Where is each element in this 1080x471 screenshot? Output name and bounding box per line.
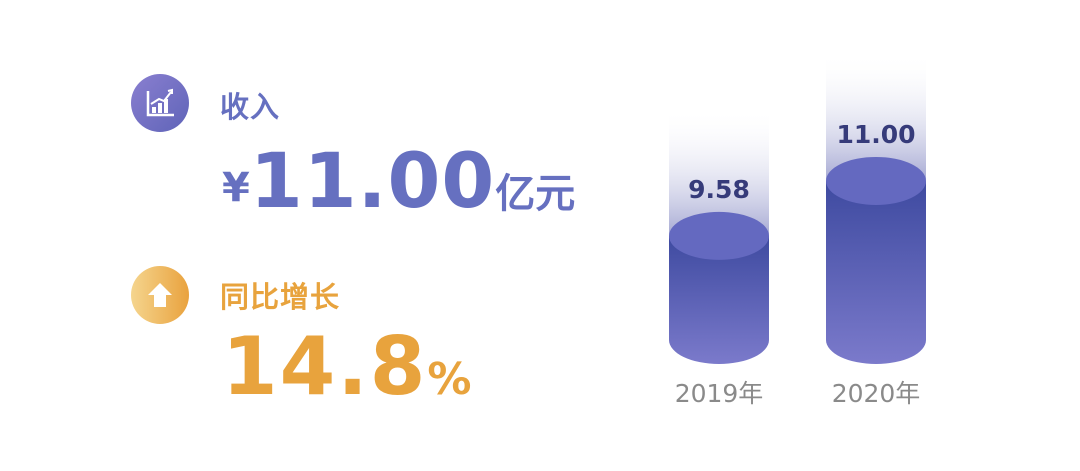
revenue-unit: 亿元 bbox=[495, 171, 576, 217]
bar-2019年 bbox=[669, 235, 769, 364]
revenue-number: 11.00 bbox=[249, 136, 496, 225]
bar-2020年 bbox=[826, 180, 926, 364]
currency-symbol: ¥ bbox=[222, 165, 250, 211]
x-tick-label: 2020年 bbox=[832, 379, 921, 408]
data-label: 11.00 bbox=[836, 120, 915, 149]
growth-number: 14.8 bbox=[222, 320, 428, 413]
revenue-label: 收入 bbox=[220, 90, 281, 124]
growth-label: 同比增长 bbox=[220, 280, 341, 314]
bar-top bbox=[826, 156, 926, 205]
x-tick-label: 2019年 bbox=[675, 379, 764, 408]
growth-unit: % bbox=[427, 354, 472, 405]
bar-chart-up-icon bbox=[131, 74, 189, 132]
growth-value: 14.8% bbox=[222, 320, 471, 413]
data-label: 9.58 bbox=[688, 175, 750, 204]
revenue-value: ¥11.00亿元 bbox=[222, 136, 575, 225]
bar-top bbox=[669, 211, 769, 260]
arrow-up-icon bbox=[131, 266, 189, 324]
